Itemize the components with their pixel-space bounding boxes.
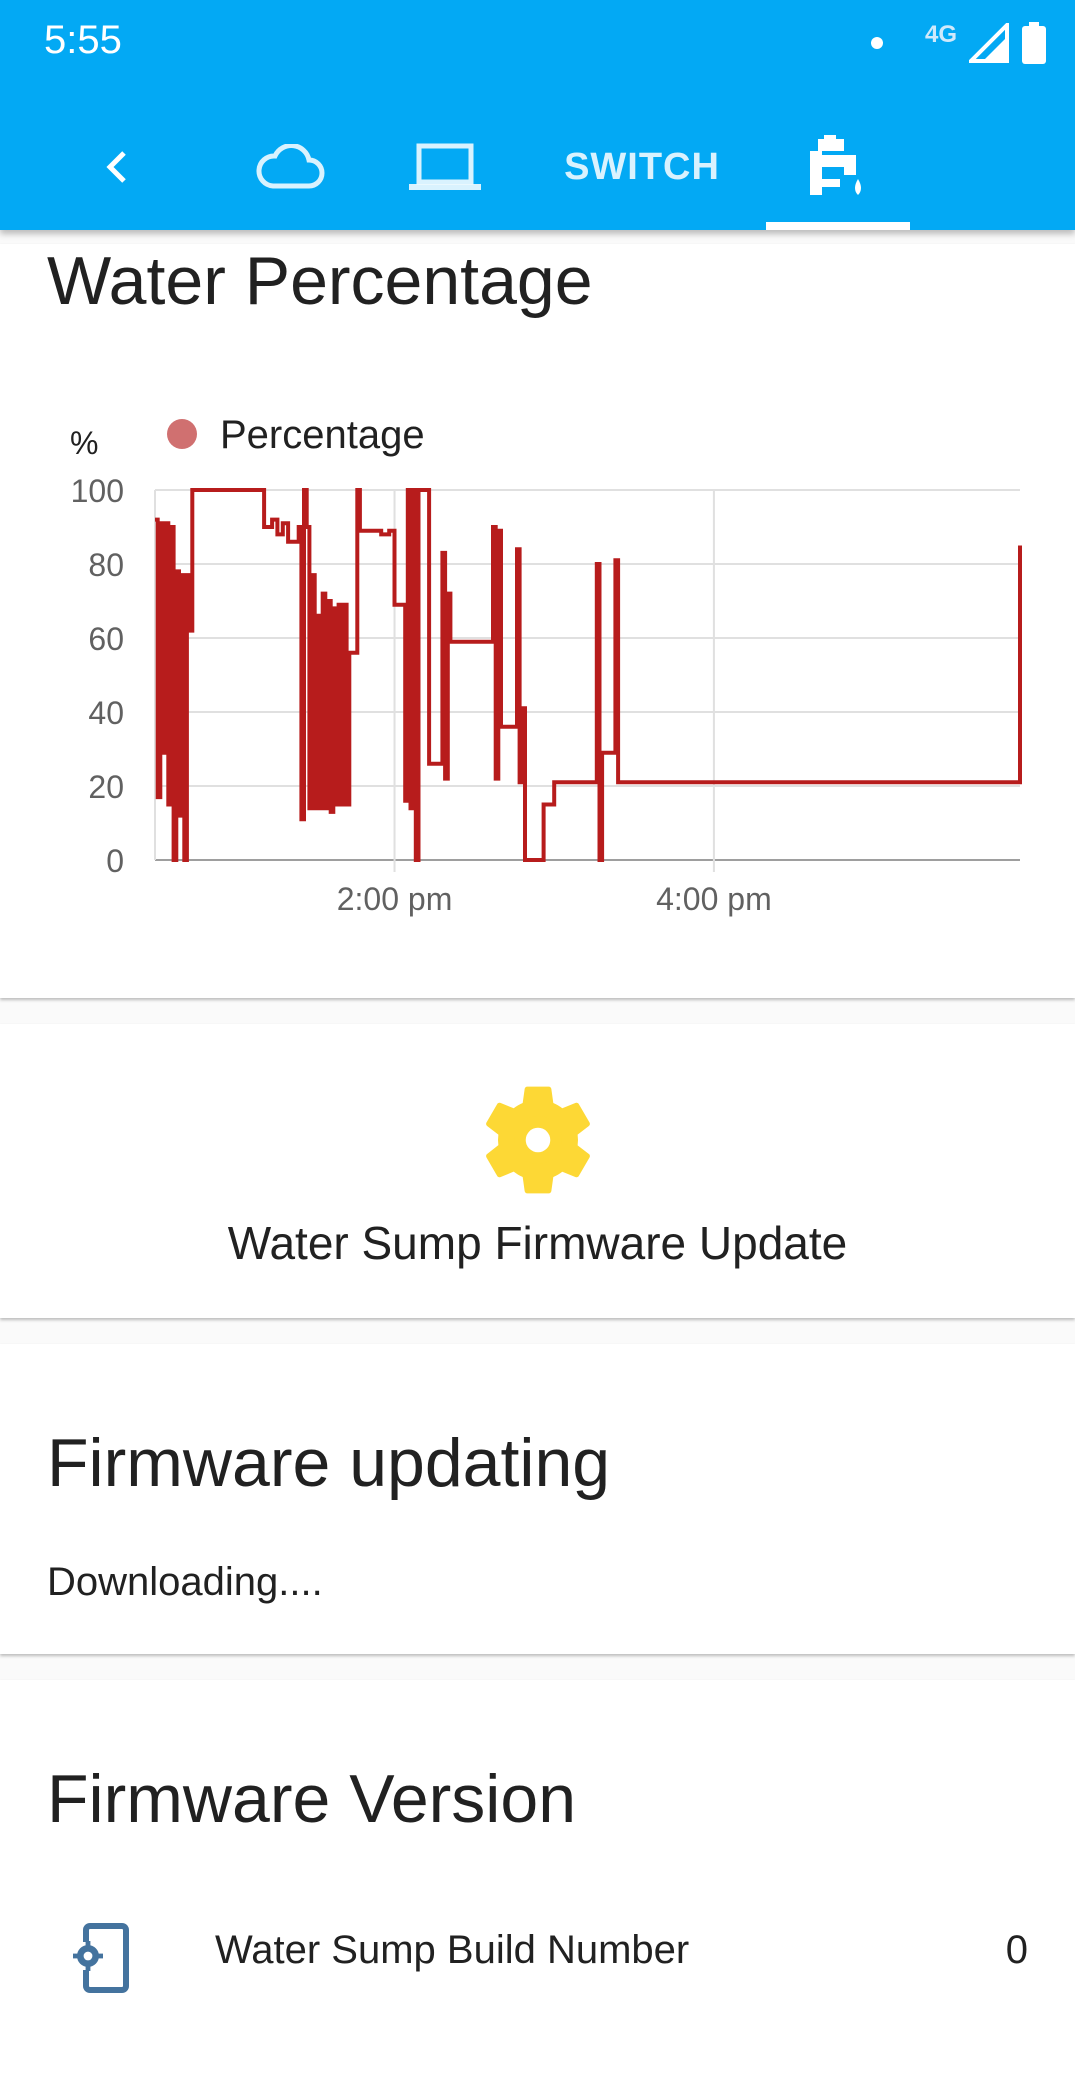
cellphone-cog-icon[interactable]	[68, 1922, 132, 1994]
battery-icon	[1022, 22, 1046, 64]
tab-bar: SWITCH	[0, 104, 1075, 230]
firmware-updating-status: Downloading....	[47, 1560, 323, 1604]
firmware-updating-card	[0, 1344, 1075, 1654]
network-type-label: 4G	[924, 21, 957, 48]
percentage-series-line	[155, 488, 1022, 862]
signal-icon	[969, 23, 1009, 63]
x-tick-label: 4:00 pm	[656, 881, 772, 917]
chevron-left-icon	[106, 151, 126, 183]
tab-cloud[interactable]	[240, 104, 340, 230]
firmware-version-card	[0, 1680, 1075, 2100]
tab-water-pump[interactable]	[766, 104, 910, 230]
water-percentage-title: Water Percentage	[47, 243, 593, 319]
back-button[interactable]	[70, 104, 166, 230]
build-number-value: 0	[1005, 1928, 1028, 1972]
x-tick-label: 2:00 pm	[337, 881, 453, 917]
water-pump-icon	[810, 135, 861, 195]
y-tick-label: 100	[71, 473, 124, 509]
firmware-update-label[interactable]: Water Sump Firmware Update	[227, 1217, 848, 1269]
firmware-updating-title: Firmware updating	[47, 1425, 611, 1501]
y-tick-label: 80	[88, 547, 124, 583]
water-percentage-chart: % Percentage 0 20 40 60 80 100 2:00 pm 4:00 pm	[70, 413, 1022, 917]
status-icons: 4G	[870, 20, 1047, 66]
y-tick-label: 0	[106, 843, 124, 879]
selected-tab-indicator	[766, 222, 910, 230]
tab-laptop[interactable]	[395, 104, 495, 230]
y-tick-label: 60	[88, 621, 124, 657]
chart-y-unit: %	[70, 425, 98, 461]
cloud-icon	[256, 144, 325, 189]
y-tick-label: 40	[88, 695, 124, 731]
status-time: 5:55	[44, 18, 122, 62]
tab-switch-label: SWITCH	[564, 145, 720, 188]
gear-icon[interactable]	[474, 1076, 602, 1204]
legend-dot	[167, 419, 197, 449]
tab-switch[interactable]: SWITCH	[552, 104, 732, 230]
notification-dot-icon	[870, 37, 883, 49]
firmware-version-title: Firmware Version	[47, 1761, 577, 1837]
app-header: 5:55 4G SWITCH	[0, 0, 1075, 230]
y-tick-label: 20	[88, 769, 124, 805]
laptop-icon	[409, 143, 481, 190]
build-number-label[interactable]: Water Sump Build Number	[215, 1928, 690, 1972]
legend-label: Percentage	[220, 413, 425, 457]
